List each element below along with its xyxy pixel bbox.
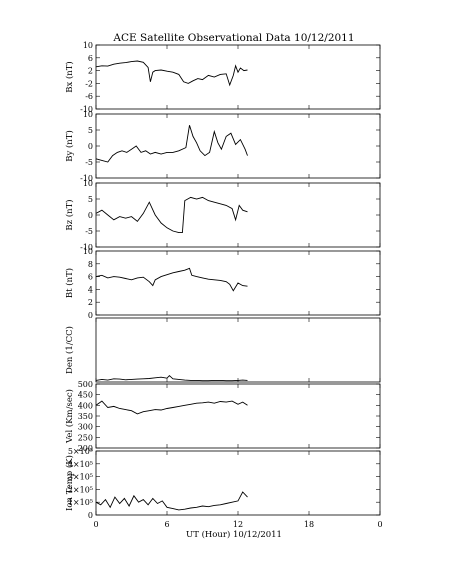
chart-title: ACE Satellite Observational Data 10/12/2… <box>112 32 354 44</box>
bz-frame <box>95 182 381 248</box>
bz-series-line <box>95 196 248 234</box>
bt-ytick-label: 2 <box>88 298 93 307</box>
temp-ylabel: Ion Temp (K) <box>64 455 75 511</box>
bz-ytick-label: 5 <box>88 195 93 204</box>
by-ytick-label: -10 <box>80 174 93 183</box>
panel-bz: 10 5 0 -5 -10 Bz (nT) <box>64 179 381 252</box>
x-tick-label: 6 <box>164 520 169 529</box>
bx-frame <box>95 44 381 110</box>
vel-ytick-label: 300 <box>78 423 93 432</box>
temp-ytick-label: 0 <box>88 511 93 520</box>
bt-ytick-label: 8 <box>88 260 93 269</box>
panel-den: Den (1/CC) <box>64 317 381 383</box>
bt-ytick-label: 10 <box>83 247 93 256</box>
bt-ylabel: Bt (nT) <box>64 268 75 298</box>
bz-ytick-label: 10 <box>83 179 93 188</box>
bz-ytick-label: -10 <box>80 243 93 252</box>
vel-ytick-label: 250 <box>78 433 93 442</box>
panel-temp: 5×10⁵ 4×10⁵ 3×10⁵ 2×10⁵ 1×10⁵ 0 Ion Temp (K) <box>64 447 381 520</box>
panel-bt: 10 8 6 4 2 0 Bt (nT) <box>64 247 381 320</box>
panel-bx: 10 6 2 -2 -6 -10 Bx (nT) <box>64 41 381 114</box>
x-tick-label: 0 <box>377 520 382 529</box>
by-series-line <box>95 125 248 163</box>
vel-ytick-label: 350 <box>78 412 93 421</box>
temp-ytick-label: 3×10⁵ <box>68 473 93 482</box>
temp-ytick-label: 4×10⁵ <box>68 460 93 469</box>
vel-ytick-label: 450 <box>78 391 93 400</box>
temp-ytick-label: 1×10⁵ <box>68 498 93 507</box>
by-ytick-label: 5 <box>88 126 93 135</box>
den-series-line <box>95 374 248 382</box>
panels: 10 6 2 -2 -6 -10 Bx (nT) 10 5 0 -5 -10 By (nT) 10 5 0 -5… <box>64 41 383 529</box>
bx-series-line <box>95 60 248 87</box>
x-tick-label: 12 <box>233 520 243 529</box>
vel-series-line <box>95 400 248 415</box>
bt-ytick-label: 4 <box>88 285 93 294</box>
bx-ytick-label: 6 <box>88 54 93 63</box>
panel-by: 10 5 0 -5 -10 By (nT) <box>64 110 381 183</box>
bt-ytick-label: 0 <box>88 311 93 320</box>
den-ylabel: Den (1/CC) <box>64 326 75 374</box>
vel-ytick-label: 200 <box>78 444 93 453</box>
bx-ytick-label: -2 <box>85 79 93 88</box>
bx-ytick-label: -10 <box>80 105 93 114</box>
bx-ytick-label: 10 <box>83 41 93 50</box>
temp-series-line <box>95 491 248 511</box>
vel-ylabel: Vel (Km/sec) <box>64 389 75 444</box>
bt-series-line <box>95 267 248 292</box>
by-ytick-label: 10 <box>83 110 93 119</box>
by-ytick-label: 0 <box>88 142 93 151</box>
bx-ytick-label: -6 <box>85 92 93 101</box>
bz-ytick-label: 0 <box>88 211 93 220</box>
x-axis-label: UT (Hour) 10/12/2011 <box>186 529 282 540</box>
vel-ytick-label: 400 <box>78 401 93 410</box>
vel-ytick-label: 500 <box>78 380 93 389</box>
by-ytick-label: -5 <box>85 158 93 167</box>
bx-ytick-label: 2 <box>88 67 93 76</box>
bt-ytick-label: 6 <box>88 273 93 282</box>
bz-ytick-label: -5 <box>85 227 93 236</box>
bz-ylabel: Bz (nT) <box>64 199 75 230</box>
by-frame <box>95 113 381 179</box>
x-tick-label: 0 <box>93 520 98 529</box>
den-frame <box>95 317 381 383</box>
vel-frame <box>95 383 381 449</box>
temp-frame <box>95 450 381 516</box>
bx-ylabel: Bx (nT) <box>64 61 75 93</box>
temp-ytick-label: 5×10⁵ <box>68 447 93 456</box>
x-tick-label: 18 <box>304 520 314 529</box>
by-ylabel: By (nT) <box>64 130 75 162</box>
temp-ytick-label: 2×10⁵ <box>68 485 93 494</box>
